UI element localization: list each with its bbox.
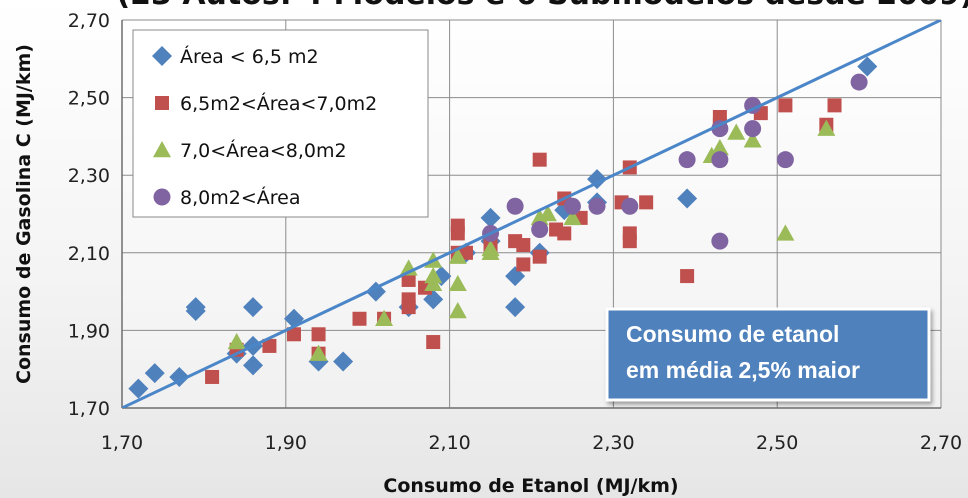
data-point-square xyxy=(352,311,367,326)
data-point-triangle xyxy=(448,274,467,292)
legend-marker-square xyxy=(155,96,169,110)
data-point-square xyxy=(262,338,277,353)
legend-box xyxy=(132,29,429,218)
data-point-triangle xyxy=(817,119,836,136)
x-tick-label: 2,30 xyxy=(592,432,634,454)
legend-label: 7,0<Área<8,0m2 xyxy=(180,139,347,162)
data-point-circle xyxy=(678,151,696,169)
x-tick-label: 2,50 xyxy=(756,432,798,454)
x-tick-label: 2,70 xyxy=(920,432,962,454)
data-point-square xyxy=(450,226,465,241)
data-point-square xyxy=(426,335,441,350)
data-point-square xyxy=(778,98,793,113)
data-point-circle xyxy=(531,221,549,239)
data-point-square xyxy=(516,238,531,253)
data-point-circle xyxy=(744,120,762,138)
data-point-diamond xyxy=(144,363,165,384)
legend-marker-triangle xyxy=(153,141,171,158)
data-point-triangle xyxy=(309,344,328,361)
data-point-square xyxy=(532,152,547,167)
legend: Área < 6,5 m2 6,5m2<Área<7,0m2 7,0<Área<8,… xyxy=(132,29,429,218)
data-point-square xyxy=(286,327,301,342)
x-tick-labels: 1,70 1,90 2,10 2,30 2,50 2,70 xyxy=(101,432,962,454)
data-point-triangle xyxy=(743,131,762,148)
data-point-square xyxy=(680,269,695,284)
data-point-square xyxy=(516,257,531,272)
data-point-circle xyxy=(711,232,729,250)
x-tick-label: 1,70 xyxy=(101,432,143,454)
callout-line-1: Consumo de etanol xyxy=(626,321,839,347)
data-point-circle xyxy=(711,151,729,169)
data-point-circle xyxy=(621,197,639,215)
data-point-square xyxy=(532,249,547,264)
data-point-square xyxy=(622,234,637,249)
data-point-circle xyxy=(850,73,868,91)
data-point-diamond xyxy=(857,56,878,77)
legend-marker-circle xyxy=(153,188,171,206)
data-point-triangle xyxy=(448,247,467,264)
y-tick-label: 2,50 xyxy=(68,88,110,110)
axes xyxy=(121,20,941,409)
data-point-triangle xyxy=(448,302,467,319)
data-point-triangle xyxy=(563,208,582,226)
data-point-circle xyxy=(563,197,581,215)
data-point-square xyxy=(639,195,654,210)
data-point-triangle xyxy=(727,123,746,140)
legend-label: 6,5m2<Área<7,0m2 xyxy=(180,92,377,115)
data-point-diamond xyxy=(128,378,149,399)
data-point-square xyxy=(557,226,572,241)
y-tick-label: 1,70 xyxy=(68,398,110,420)
y-tick-label: 2,30 xyxy=(68,165,110,187)
legend-marker-diamond xyxy=(152,46,172,66)
data-point-diamond xyxy=(243,297,264,318)
y-tick-labels: 1,70 1,90 2,10 2,30 2,50 2,70 xyxy=(68,10,110,420)
data-point-diamond xyxy=(243,355,264,376)
y-tick-label: 2,70 xyxy=(68,10,110,32)
chart-title: (23 Autos: 4 Modelos e 6 Submodelos desd… xyxy=(116,0,968,12)
data-point-circle xyxy=(506,197,524,215)
data-point-diamond xyxy=(480,207,501,228)
trendline xyxy=(122,20,941,408)
data-point-square xyxy=(205,369,220,384)
data-point-triangle xyxy=(538,205,557,222)
data-point-triangle xyxy=(481,239,500,257)
data-point-diamond xyxy=(333,351,354,372)
callout-line-2: em média 2,5% maior xyxy=(626,357,860,383)
callout-box xyxy=(605,307,931,402)
y-tick-label: 1,90 xyxy=(68,320,110,342)
legend-label: Área < 6,5 m2 xyxy=(180,45,319,68)
data-point-circle xyxy=(776,151,794,169)
data-point-circle xyxy=(588,197,606,215)
data-point-square xyxy=(401,292,416,307)
data-point-diamond xyxy=(505,297,526,318)
data-point-square xyxy=(827,98,842,113)
data-points xyxy=(128,56,878,399)
x-tick-label: 2,10 xyxy=(428,432,470,454)
data-point-triangle xyxy=(375,309,394,326)
data-point-square xyxy=(401,272,416,287)
data-point-diamond xyxy=(185,297,206,318)
data-point-triangle xyxy=(227,333,246,350)
x-axis-title: Consumo de Etanol (MJ/km) xyxy=(383,475,678,497)
data-point-diamond xyxy=(677,188,698,209)
legend-label: 8,0m2<Área xyxy=(180,186,300,209)
data-point-triangle xyxy=(776,224,795,241)
x-tick-label: 1,90 xyxy=(265,432,307,454)
data-point-triangle xyxy=(710,139,729,156)
data-point-square xyxy=(311,327,326,342)
callout: Consumo de etanol em média 2,5% maior xyxy=(605,307,931,402)
y-axis-title: Consumo de Gasolina C (MJ/km) xyxy=(13,44,35,384)
data-point-triangle xyxy=(424,274,443,292)
y-tick-label: 2,10 xyxy=(68,243,110,265)
